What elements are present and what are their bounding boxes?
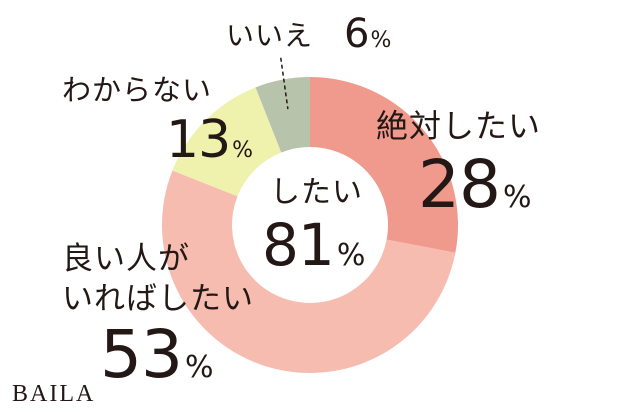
center-value: 81% (262, 211, 365, 279)
donut-slice-0 (310, 77, 458, 253)
label-iie: いいえ (226, 19, 314, 52)
value-wakaranai: 13% (166, 110, 253, 170)
value-iie: 6% (344, 11, 391, 57)
donut-slice-1 (162, 170, 456, 373)
label-zettai: 絶対したい (376, 107, 542, 145)
label-yoihito-2: いればしたい (62, 281, 254, 317)
label-yoihito-1: 良い人が (62, 241, 190, 277)
donut-slice-2 (172, 87, 282, 197)
value-zettai: 28% (418, 146, 531, 223)
label-wakaranai: わからない (62, 73, 213, 107)
donut-slice-3 (255, 77, 310, 153)
baila-logo: BAILA (12, 381, 96, 407)
value-yoihito: 53% (100, 316, 213, 393)
leader-line-iie (280, 57, 289, 110)
center-label: したい (270, 175, 363, 210)
